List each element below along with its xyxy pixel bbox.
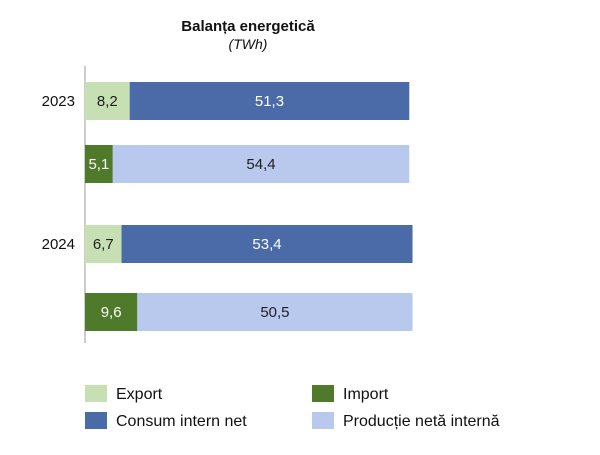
chart-subtitle: (TWh): [229, 36, 268, 52]
plot-area: 2023 8,2 51,3 5,1 54,4 2024 6,7 53,4 9,6 50,5: [42, 66, 413, 343]
bar-segment: [121, 225, 413, 263]
bar-segment: [112, 145, 410, 183]
legend: Export Import Consum intern net Producție n…: [85, 385, 500, 430]
bar-segment: [129, 82, 410, 120]
data-label: 53,4: [252, 236, 281, 253]
category-label: 2024: [42, 236, 75, 253]
chart-title: Balanța energetică: [181, 18, 315, 35]
data-label: 54,4: [246, 156, 275, 173]
bar-segment: [85, 293, 138, 331]
data-label: 50,5: [260, 304, 289, 321]
legend-swatch: [312, 385, 334, 402]
bar-segment: [137, 293, 413, 331]
bar-segment: [85, 225, 122, 263]
data-label: 9,6: [101, 304, 122, 321]
bar-segment: [85, 145, 113, 183]
data-label: 6,7: [93, 236, 114, 253]
data-label: 51,3: [255, 93, 284, 110]
legend-swatch: [85, 412, 107, 429]
legend-label: Import: [343, 386, 389, 403]
category-label: 2023: [42, 93, 75, 110]
legend-swatch: [312, 412, 334, 429]
legend-label: Consum intern net: [116, 413, 247, 430]
legend-label: Export: [116, 386, 163, 403]
legend-label: Producție netă internă: [343, 413, 500, 430]
data-label: 5,1: [88, 156, 109, 173]
data-label: 8,2: [97, 93, 118, 110]
bar-segment: [85, 82, 130, 120]
legend-swatch: [85, 385, 107, 402]
